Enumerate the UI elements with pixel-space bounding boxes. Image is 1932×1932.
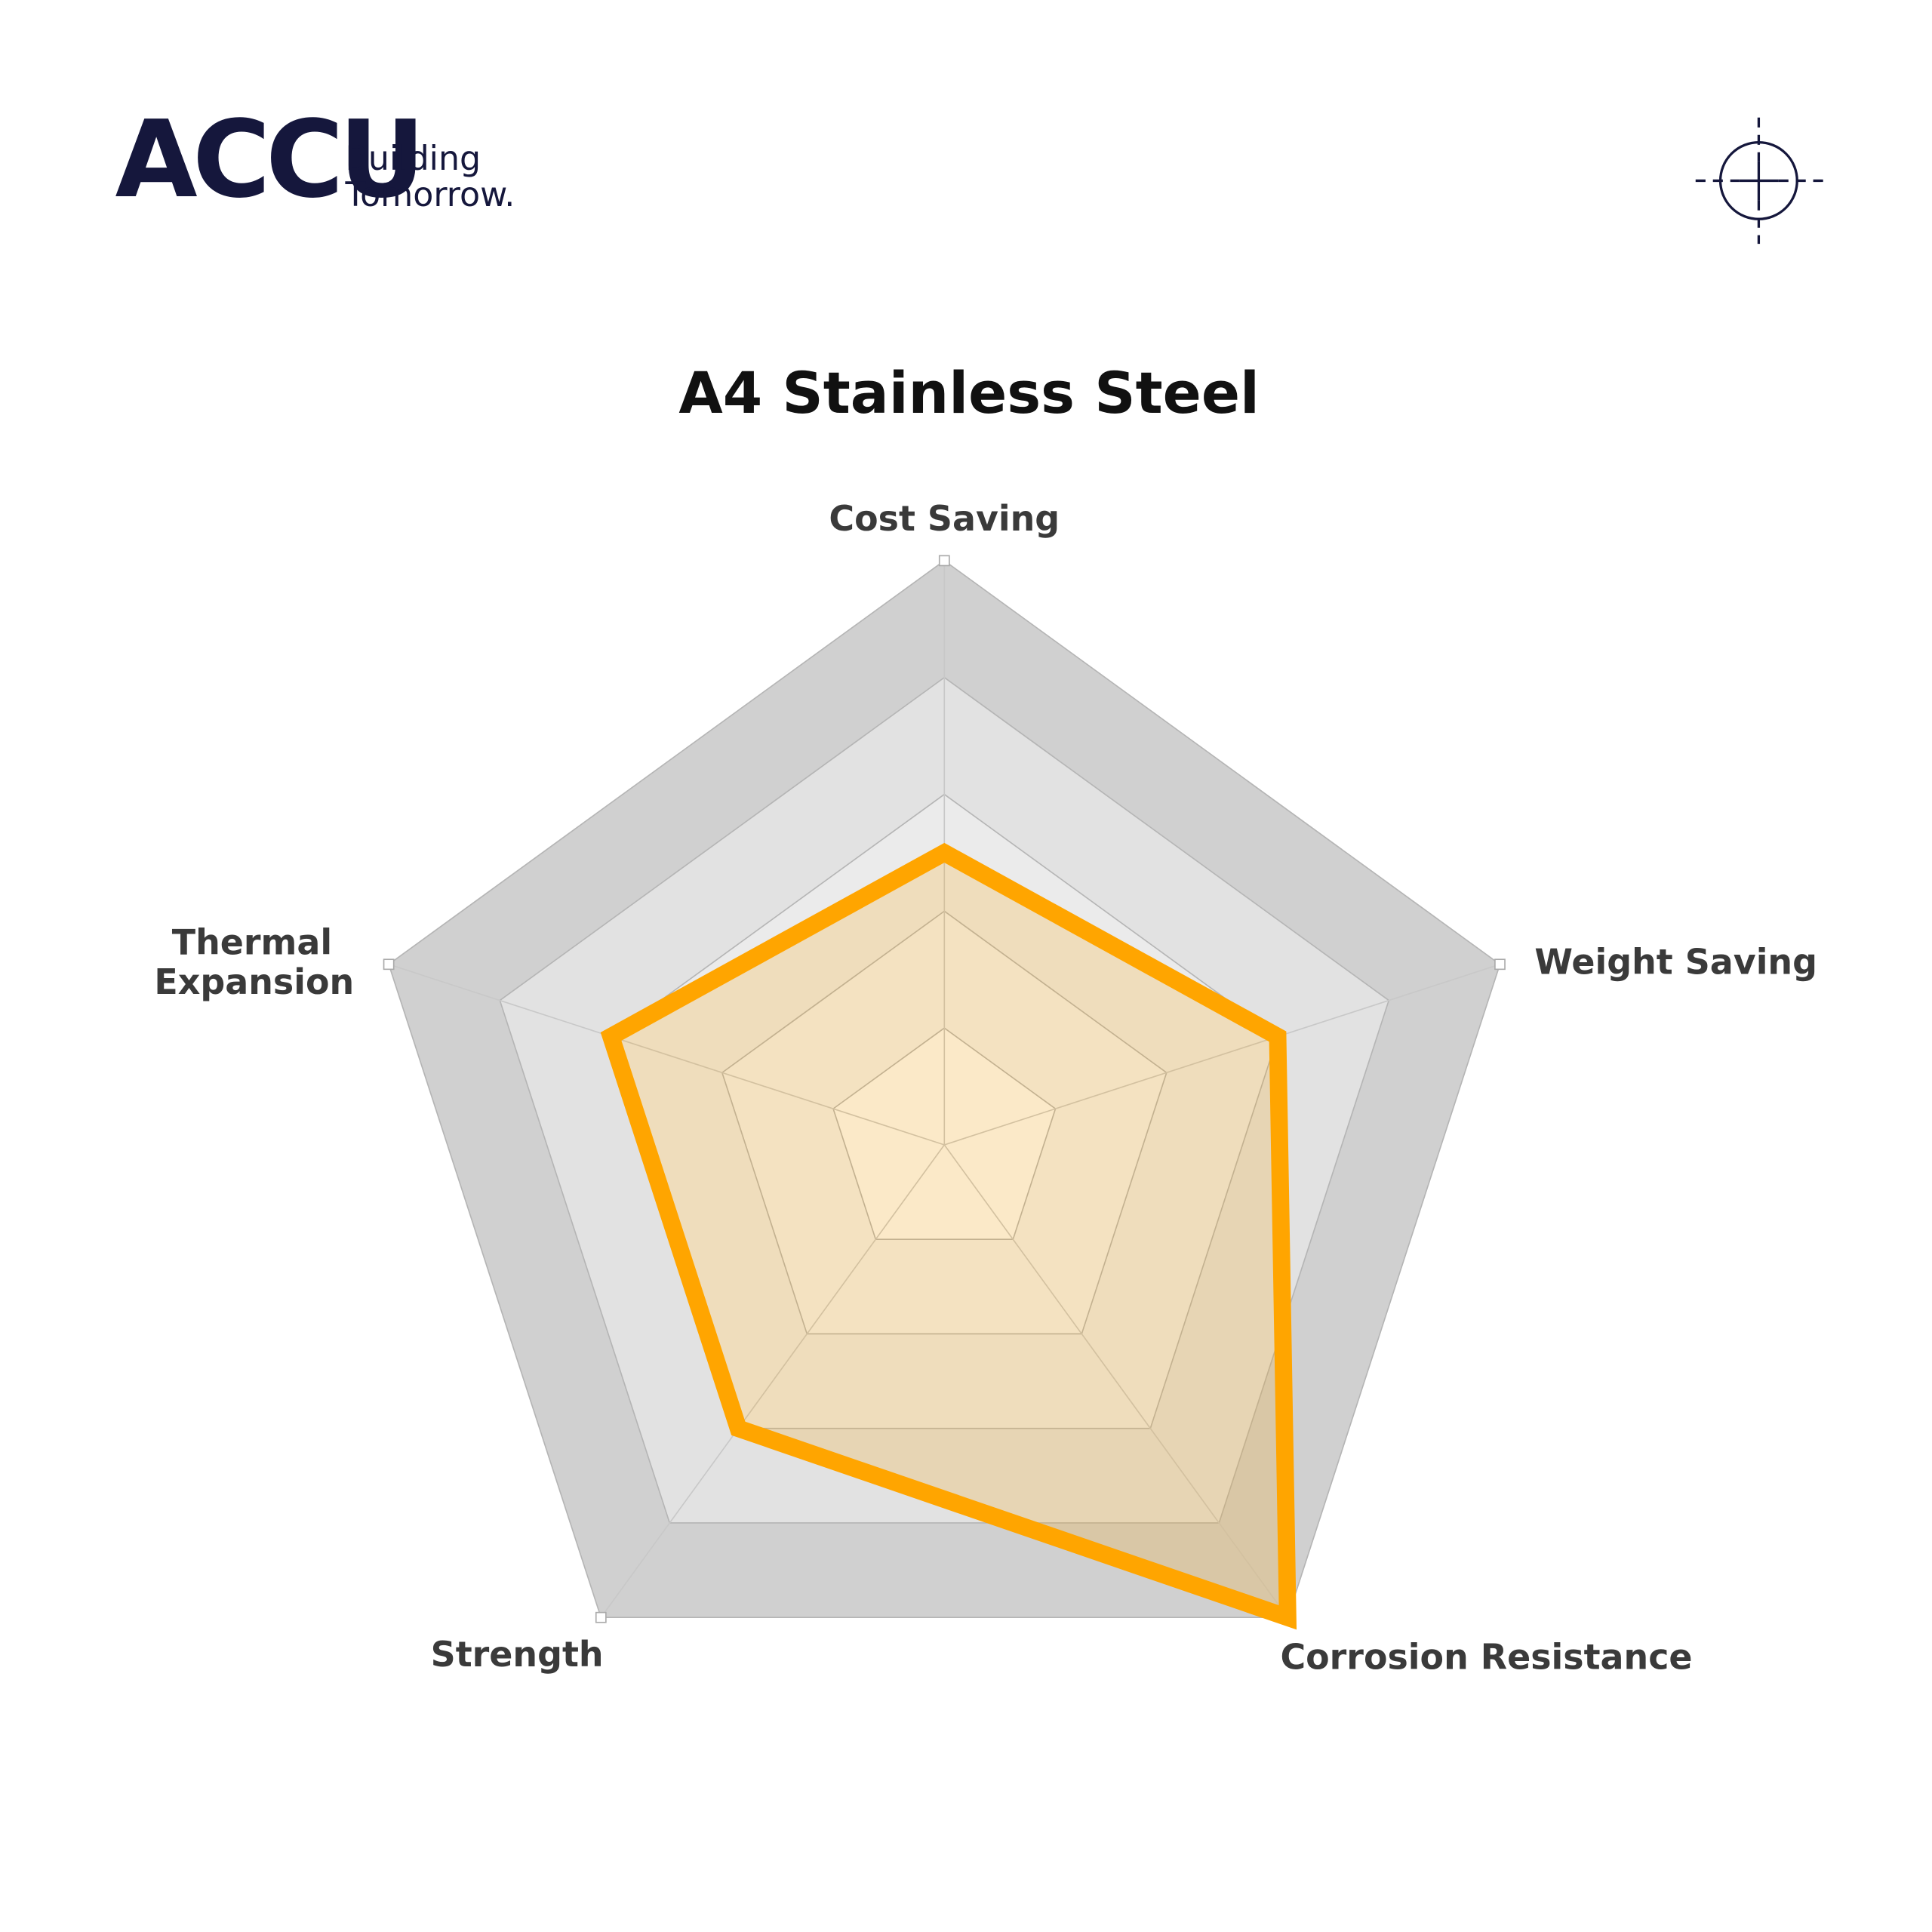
logo: ACCU (115, 98, 420, 222)
chart-title: A4 Stainless Steel (678, 360, 1260, 426)
axis-end-marker (938, 555, 950, 567)
axis-label: Cost Saving (829, 498, 1060, 539)
axis-end-marker (595, 1611, 607, 1623)
axis-spoke (944, 963, 1500, 1146)
axis-label: Strength (431, 1634, 604, 1675)
axis-label: Weight Saving (1534, 941, 1817, 982)
axis-end-marker (383, 958, 395, 971)
axis-label: Corrosion Resistance (1280, 1636, 1692, 1677)
axis-spoke (388, 963, 945, 1146)
data-area (600, 842, 1297, 1630)
axis-label: Thermal Expansion (154, 921, 354, 1001)
radar-plot: Cost Saving Weight Saving Corrosion Resist… (154, 498, 1817, 1678)
logo-tagline: Building (346, 140, 481, 178)
axis-spoke (600, 1144, 945, 1618)
crosshair-icon (1695, 117, 1825, 245)
logo-tagline: Tomorrow. (345, 176, 515, 214)
axis-end-marker (1494, 958, 1506, 971)
axis-spoke (943, 1144, 1288, 1618)
